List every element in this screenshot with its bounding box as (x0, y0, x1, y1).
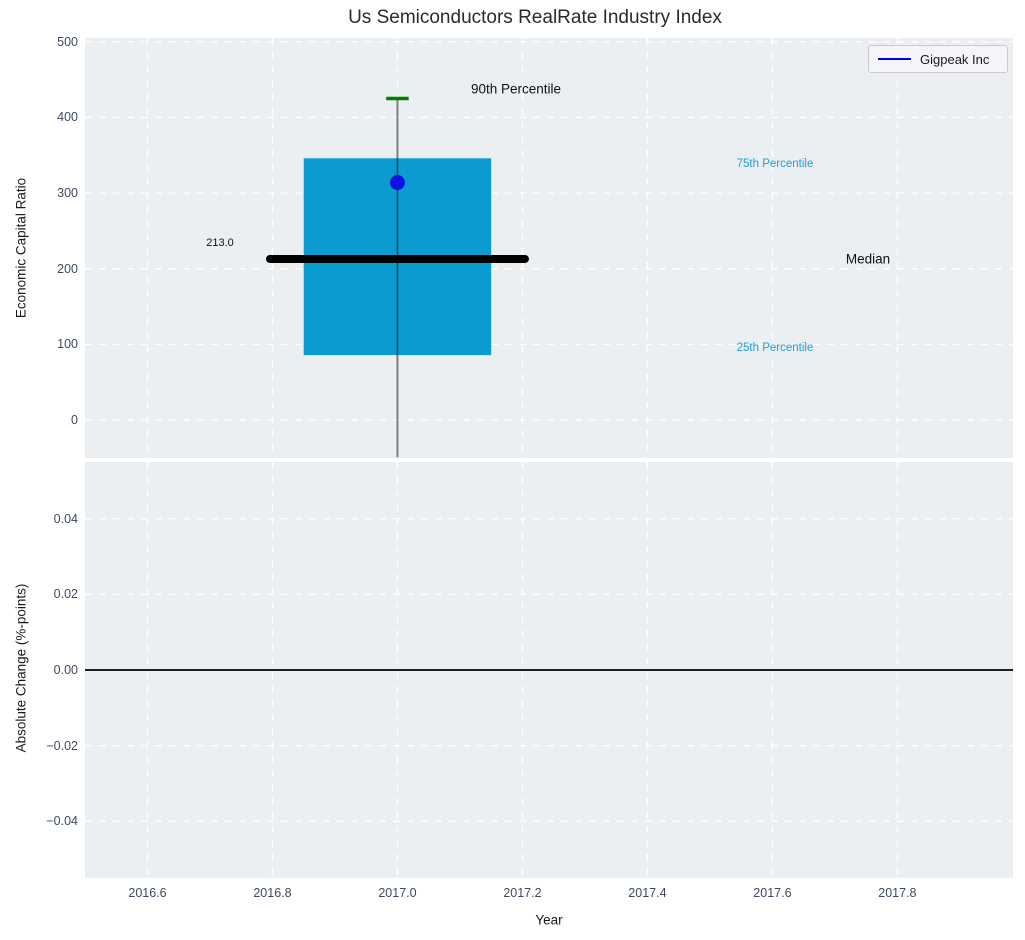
x-tick-label: 2017.4 (628, 886, 667, 900)
company-value-dot (389, 175, 405, 191)
y-tick-label-top: 200 (57, 261, 78, 276)
y-tick-label-bottom: 0.00 (53, 663, 78, 677)
legend-series-label: Gigpeak Inc (920, 51, 990, 67)
annotation-75th-percentile: 75th Percentile (736, 158, 814, 170)
top-y-axis-label: Economic Capital Ratio (13, 177, 29, 319)
top-plot-background (85, 38, 1013, 458)
y-tick-label-bottom: 0.04 (53, 511, 78, 526)
x-axis-label: Year (535, 912, 563, 928)
x-tick-label: 2017.0 (378, 886, 417, 900)
x-tick-label: 2016.8 (253, 886, 292, 900)
y-tick-label-top: 0 (71, 413, 78, 428)
legend-line-swatch-icon (878, 58, 911, 60)
bottom-y-axis-label: Absolute Change (%-points) (13, 583, 29, 753)
y-tick-label-top: 400 (57, 110, 78, 125)
annotation-90th-percentile: 90th Percentile (470, 81, 562, 97)
x-tick-label: 2017.6 (753, 886, 792, 900)
legend-box: Gigpeak Inc (868, 45, 1008, 73)
x-tick-label: 2016.6 (128, 886, 167, 900)
y-tick-label-bottom: 0.02 (53, 587, 78, 602)
annotation-median-value: 213.0 (206, 237, 234, 249)
chart-title: Us Semiconductors RealRate Industry Inde… (348, 7, 722, 28)
y-tick-label-bottom: −0.02 (46, 738, 78, 753)
y-tick-label-top: 100 (57, 337, 78, 352)
y-tick-label-bottom: −0.04 (46, 814, 78, 829)
annotation-25th-percentile: 25th Percentile (736, 342, 814, 354)
y-tick-label-top: 500 (57, 34, 78, 49)
annotation-median: Median (845, 251, 891, 267)
x-tick-label: 2017.2 (503, 886, 542, 900)
x-tick-label: 2017.8 (878, 886, 917, 900)
y-tick-label-top: 300 (57, 186, 78, 201)
